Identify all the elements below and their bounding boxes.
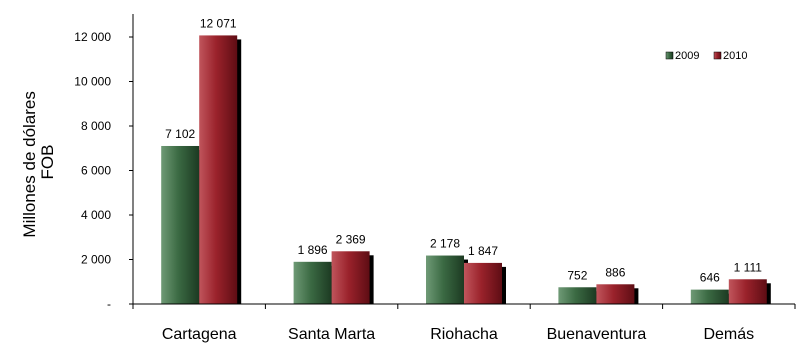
legend-label-2009: 2009 xyxy=(675,50,699,62)
category-label: Buenaventura xyxy=(547,326,647,343)
data-label: 1 896 xyxy=(298,243,328,257)
y-tick-label: 4 000 xyxy=(81,208,111,222)
bar-2009 xyxy=(690,289,729,304)
data-label: 2 369 xyxy=(336,232,366,246)
legend: 2009 2010 xyxy=(665,50,747,62)
data-label: 7 102 xyxy=(165,127,195,141)
legend-swatch-2010 xyxy=(713,51,722,60)
category-label: Cartagena xyxy=(162,326,237,343)
bar-2009 xyxy=(161,145,200,304)
bar-2009 xyxy=(558,287,597,304)
y-tick-label: 12 000 xyxy=(74,30,111,44)
y-axis-title: Millones de dólares FOB xyxy=(20,86,57,237)
category-label: Santa Marta xyxy=(288,326,375,343)
bar-2010 xyxy=(464,262,502,304)
bar-2010 xyxy=(331,251,370,304)
bar-2009 xyxy=(293,261,332,304)
labels-layer: - 2 000 4 000 6 000 8 000 10 000 12 000 7 102 12… xyxy=(74,16,762,343)
data-label: 886 xyxy=(605,265,625,279)
bar-2010 xyxy=(728,279,767,304)
data-label: 646 xyxy=(700,271,720,285)
category-label: Riohacha xyxy=(430,326,498,343)
data-label: 752 xyxy=(567,268,587,282)
y-axis-title-line-2: FOB xyxy=(38,145,57,180)
data-label: 1 847 xyxy=(468,244,498,258)
category-label: Demás xyxy=(703,326,754,343)
data-label: 2 178 xyxy=(430,237,460,251)
ticks-layer xyxy=(129,36,796,309)
data-label: 1 111 xyxy=(734,260,763,274)
y-tick-label: 2 000 xyxy=(81,253,111,267)
y-tick-label: 6 000 xyxy=(81,164,111,178)
bar-2010 xyxy=(199,35,238,304)
legend-label-2010: 2010 xyxy=(723,50,747,62)
y-axis-title-line-1: Millones de dólares xyxy=(20,91,39,237)
data-label: 12 071 xyxy=(200,16,237,30)
bar-2010 xyxy=(596,284,635,304)
y-tick-label: 8 000 xyxy=(81,119,111,133)
bar-2009 xyxy=(426,255,464,304)
legend-swatch-2009 xyxy=(665,51,674,60)
y-tick-label: 10 000 xyxy=(74,75,111,89)
bars-layer xyxy=(161,35,771,304)
y-tick-label: - xyxy=(107,297,111,311)
